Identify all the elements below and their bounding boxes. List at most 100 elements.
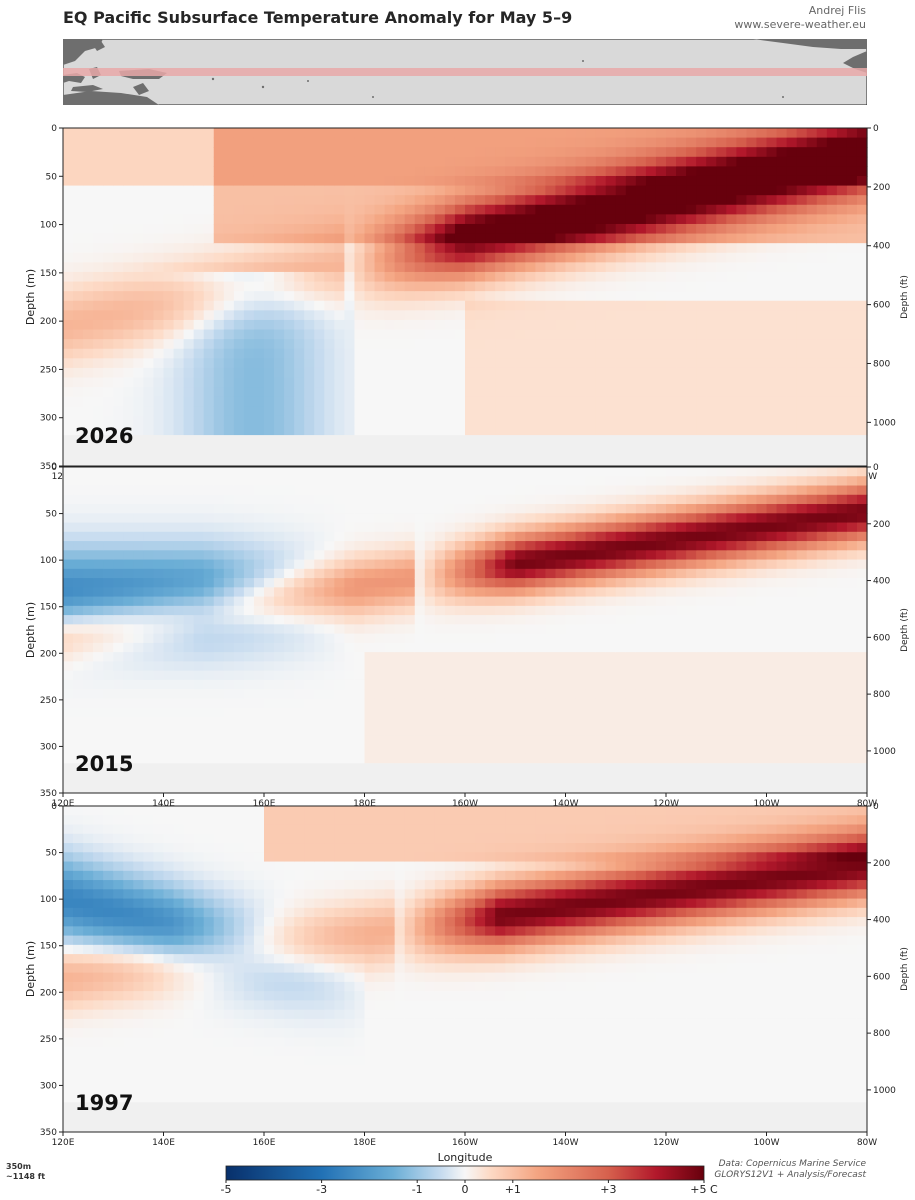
heat-cell (274, 358, 285, 369)
heat-cell (434, 476, 446, 487)
heat-cell (193, 271, 205, 283)
heat-cell (475, 367, 486, 379)
heat-cell (686, 522, 697, 533)
heat-cell (264, 522, 275, 533)
heat-cell (605, 291, 617, 302)
heat-cell (635, 652, 647, 662)
heat-cell (354, 137, 366, 148)
heat-cell (766, 310, 778, 321)
heat-cell (374, 753, 386, 764)
heat-cell (424, 204, 436, 215)
heat-cell (615, 753, 627, 764)
heat-cell (535, 204, 546, 215)
heat-cell (505, 707, 516, 718)
heat-cell (103, 716, 114, 727)
heat-cell (716, 633, 727, 644)
heat-cell (274, 642, 285, 653)
heat-cell (233, 735, 245, 746)
heat-cell (746, 367, 758, 379)
heat-cell (635, 716, 647, 727)
heat-cell (595, 425, 607, 436)
heat-cell (73, 753, 84, 764)
heat-cell (595, 476, 607, 487)
heat-cell (736, 652, 747, 662)
heat-cell (444, 262, 456, 273)
heat-cell (173, 642, 185, 653)
heat-cell (93, 348, 104, 359)
heat-cell (384, 689, 396, 700)
heat-cell (93, 214, 104, 225)
heat-cell (575, 281, 587, 292)
heat-cell (766, 233, 778, 244)
heat-cell (163, 522, 175, 533)
heat-cell (776, 615, 788, 625)
heat-cell (153, 214, 165, 225)
heat-cell (585, 753, 597, 764)
heat-cell (434, 633, 446, 644)
heat-cell (545, 271, 557, 283)
heat-cell (324, 559, 335, 570)
heat-cell (816, 396, 828, 407)
heat-cell (183, 367, 195, 379)
heat-cell (213, 698, 225, 709)
heat-cell (183, 559, 195, 570)
heat-cell (475, 670, 486, 681)
heat-cell (133, 319, 144, 331)
heat-cell (103, 652, 114, 662)
heat-cell (766, 339, 778, 350)
heat-cell (223, 605, 235, 616)
heat-cell (284, 485, 295, 496)
heat-cell (726, 128, 737, 139)
heat-cell (495, 175, 506, 187)
heat-cell (284, 550, 295, 561)
heat-cell (856, 185, 868, 196)
heat-cell (434, 744, 446, 755)
heat-cell (736, 252, 747, 263)
heat-cell (233, 204, 245, 215)
heat-cell (826, 147, 838, 158)
heat-cell (264, 128, 275, 139)
heat-cell (615, 605, 627, 616)
heat-cell (394, 396, 406, 407)
heat-cell (615, 310, 627, 321)
heat-cell (324, 195, 335, 206)
heat-cell (756, 175, 768, 187)
heat-cell (786, 300, 798, 311)
heat-cell (615, 223, 627, 235)
heat-cell (766, 735, 778, 746)
heat-cell (354, 329, 366, 340)
heat-cell (555, 262, 567, 273)
heat-cell (243, 156, 255, 167)
heat-cell (203, 568, 215, 579)
heat-cell (334, 716, 345, 727)
heat-cell (686, 166, 697, 177)
heat-cell (424, 156, 436, 167)
heat-cell (746, 531, 758, 542)
heat-cell (294, 624, 305, 635)
heat-cell (545, 195, 557, 206)
heat-cell (645, 128, 657, 139)
heat-cell (756, 214, 768, 225)
heat-cell (444, 319, 456, 331)
heat-cell (274, 735, 285, 746)
heat-cell (515, 735, 526, 746)
heat-cell (344, 329, 356, 340)
heat-cell (666, 624, 677, 635)
heat-cell (414, 735, 426, 746)
heat-cell (495, 387, 506, 398)
heat-cell (374, 252, 386, 263)
heat-cell (133, 358, 144, 369)
heat-cell (83, 291, 94, 302)
heat-cell (585, 243, 597, 254)
heat-cell (143, 243, 155, 254)
heat-cell (113, 185, 124, 196)
heat-cell (595, 406, 607, 417)
heat-cell (233, 348, 245, 359)
heat-cell (736, 137, 747, 148)
heat-cell (716, 415, 727, 427)
heat-cell (846, 166, 858, 177)
heat-cell (686, 281, 697, 292)
heat-cell (465, 467, 476, 477)
heat-cell (243, 243, 255, 254)
heat-cell (183, 522, 195, 533)
